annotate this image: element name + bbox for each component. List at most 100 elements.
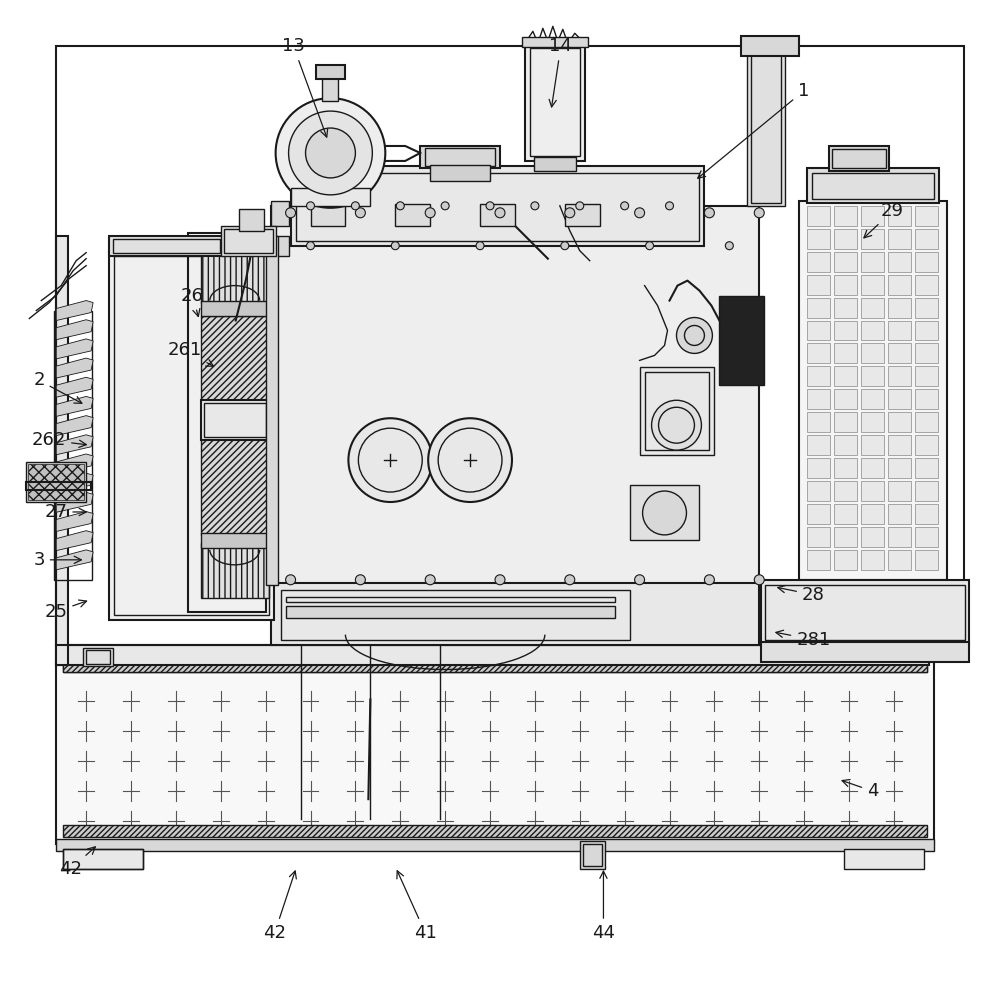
Circle shape: [276, 98, 385, 208]
Polygon shape: [57, 339, 93, 359]
Circle shape: [355, 575, 365, 585]
Bar: [861, 275, 884, 295]
Bar: [281, 590, 630, 640]
Bar: [888, 275, 911, 295]
Circle shape: [642, 491, 686, 535]
Bar: [630, 485, 699, 540]
Bar: [861, 252, 884, 272]
Bar: [64, 849, 143, 869]
Bar: [834, 275, 857, 295]
Bar: [915, 252, 937, 272]
Bar: [580, 841, 605, 869]
Bar: [644, 372, 709, 450]
Circle shape: [565, 208, 575, 218]
Bar: [861, 458, 884, 478]
Bar: [915, 298, 937, 318]
Bar: [807, 527, 830, 547]
Bar: [762, 642, 969, 662]
Text: 14: 14: [549, 37, 572, 107]
Polygon shape: [57, 492, 93, 512]
Polygon shape: [57, 473, 93, 493]
Bar: [861, 229, 884, 249]
Circle shape: [476, 242, 484, 250]
Bar: [915, 527, 937, 547]
Bar: [83, 648, 113, 666]
Circle shape: [428, 418, 512, 502]
Bar: [888, 298, 911, 318]
Bar: [799, 201, 946, 580]
Bar: [915, 320, 937, 340]
Bar: [201, 316, 269, 420]
Bar: [311, 204, 346, 226]
Bar: [766, 585, 964, 640]
Polygon shape: [57, 358, 93, 378]
Text: 25: 25: [45, 600, 86, 621]
Circle shape: [289, 111, 372, 195]
Circle shape: [355, 208, 365, 218]
Bar: [807, 504, 830, 524]
Bar: [525, 43, 585, 161]
Bar: [188, 233, 266, 612]
Bar: [748, 51, 785, 206]
Bar: [286, 606, 615, 618]
Circle shape: [307, 242, 315, 250]
Circle shape: [621, 202, 629, 210]
Bar: [915, 550, 937, 570]
Text: 27: 27: [45, 503, 86, 521]
Bar: [395, 204, 430, 226]
Text: 13: 13: [282, 37, 328, 137]
Bar: [915, 504, 937, 524]
Text: 42: 42: [60, 847, 95, 878]
Bar: [807, 343, 830, 363]
Bar: [829, 146, 889, 171]
Circle shape: [704, 575, 714, 585]
Bar: [834, 343, 857, 363]
Bar: [861, 481, 884, 501]
Circle shape: [651, 400, 701, 450]
Bar: [807, 412, 830, 432]
Bar: [220, 226, 276, 256]
Bar: [807, 481, 830, 501]
Polygon shape: [57, 512, 93, 531]
Polygon shape: [57, 550, 93, 570]
Text: 44: 44: [592, 871, 615, 942]
Text: 1: 1: [698, 82, 809, 178]
Text: 3: 3: [34, 551, 81, 569]
Bar: [807, 275, 830, 295]
Bar: [834, 458, 857, 478]
Bar: [812, 173, 933, 199]
Bar: [888, 550, 911, 570]
Bar: [583, 844, 602, 866]
Bar: [888, 412, 911, 432]
Bar: [201, 435, 269, 535]
Bar: [201, 301, 269, 316]
Bar: [807, 229, 830, 249]
Circle shape: [755, 575, 765, 585]
Bar: [915, 412, 937, 432]
Polygon shape: [57, 377, 93, 397]
Bar: [844, 849, 923, 869]
Bar: [888, 206, 911, 226]
Bar: [291, 166, 704, 246]
Bar: [834, 412, 857, 432]
Bar: [915, 206, 937, 226]
Bar: [204, 403, 266, 437]
Bar: [834, 550, 857, 570]
Bar: [861, 389, 884, 409]
Bar: [807, 458, 830, 478]
Polygon shape: [57, 320, 93, 340]
Text: 41: 41: [397, 871, 437, 942]
Bar: [27, 462, 86, 502]
Bar: [888, 229, 911, 249]
Bar: [888, 527, 911, 547]
Bar: [834, 206, 857, 226]
Bar: [425, 148, 495, 166]
Bar: [201, 400, 269, 440]
Bar: [57, 839, 933, 851]
Bar: [420, 146, 500, 168]
Text: 262: 262: [32, 431, 86, 449]
Bar: [530, 48, 580, 156]
Circle shape: [307, 202, 315, 210]
Bar: [888, 481, 911, 501]
Bar: [639, 367, 714, 455]
